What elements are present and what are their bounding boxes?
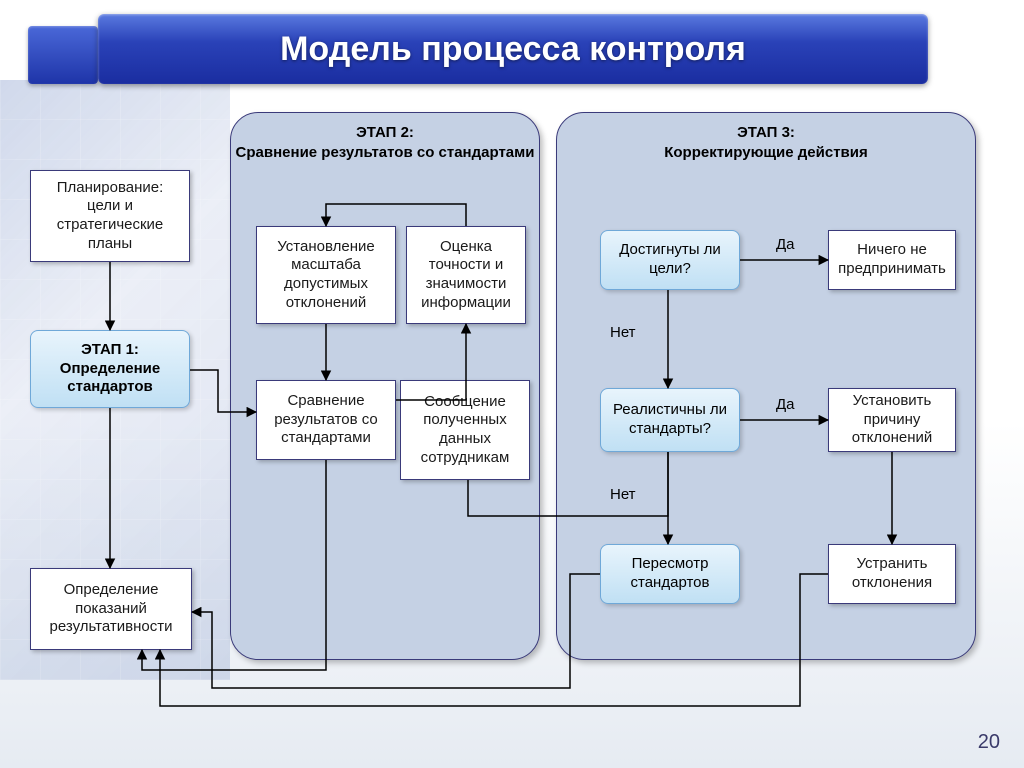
stage3-title-l2: Корректирующие действия — [557, 143, 975, 163]
node-perfind-label: Определение показаний результативности — [39, 581, 183, 637]
node-report: Сообщение полученных данных сотрудникам — [400, 380, 530, 480]
node-perfind: Определение показаний результативности — [30, 568, 192, 650]
node-stage1-l2: Определение стандартов — [39, 360, 181, 398]
slide: Модель процесса контроля ЭТАП 2: Сравнен… — [0, 0, 1024, 768]
stage2-title-l2: Сравнение результатов со стандартами — [231, 143, 539, 163]
node-realistic: Реалистичны ли стандарты? — [600, 388, 740, 452]
node-goals: Достигнуты ли цели? — [600, 230, 740, 290]
slide-title: Модель процесса контроля — [280, 30, 746, 69]
node-goals-label: Достигнуты ли цели? — [609, 241, 731, 279]
page-number: 20 — [978, 731, 1000, 754]
node-eliminate-label: Устранить отклонения — [837, 555, 947, 593]
edge-label-net-2: Нет — [610, 486, 636, 503]
node-scale-label: Установление масштаба допустимых отклоне… — [265, 238, 387, 313]
node-donothing-label: Ничего не предпринимать — [837, 241, 947, 279]
edge-label-net-1: Нет — [610, 324, 636, 341]
node-donothing: Ничего не предпринимать — [828, 230, 956, 290]
stage3-title-l1: ЭТАП 3: — [557, 123, 975, 143]
node-stage1: ЭТАП 1: Определение стандартов — [30, 330, 190, 408]
node-cause-label: Установить причину отклонений — [837, 392, 947, 448]
node-eliminate: Устранить отклонения — [828, 544, 956, 604]
node-compare: Сравнение результатов со стандартами — [256, 380, 396, 460]
title-bar: Модель процесса контроля — [98, 14, 928, 84]
edge-label-da-1: Да — [776, 236, 795, 253]
node-stage1-l1: ЭТАП 1: — [39, 341, 181, 360]
node-report-label: Сообщение полученных данных сотрудникам — [409, 393, 521, 468]
node-revise-label: Пересмотр стандартов — [609, 555, 731, 593]
node-revise: Пересмотр стандартов — [600, 544, 740, 604]
node-cause: Установить причину отклонений — [828, 388, 956, 452]
edge-label-da-2: Да — [776, 396, 795, 413]
node-compare-label: Сравнение результатов со стандартами — [265, 392, 387, 448]
node-assess: Оценка точности и значимости информации — [406, 226, 526, 324]
node-planning-label: Планирование: цели и стратегические план… — [39, 179, 181, 254]
stage2-title-l1: ЭТАП 2: — [231, 123, 539, 143]
node-realistic-label: Реалистичны ли стандарты? — [609, 401, 731, 439]
node-planning: Планирование: цели и стратегические план… — [30, 170, 190, 262]
node-assess-label: Оценка точности и значимости информации — [415, 238, 517, 313]
title-tab-decor — [28, 26, 98, 84]
node-scale: Установление масштаба допустимых отклоне… — [256, 226, 396, 324]
